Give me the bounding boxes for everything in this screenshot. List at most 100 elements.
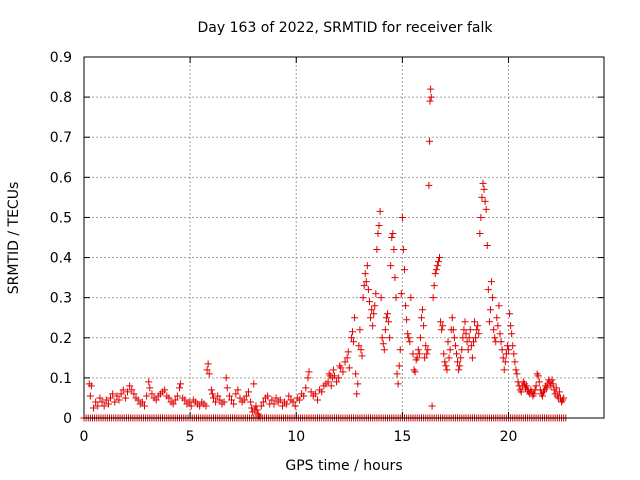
data-point [386,334,394,342]
data-point [202,402,210,410]
data-point [196,402,204,410]
axis-ticks: 0 0.1 0.2 0.3 0.4 0.5 0.6 0.7 0.8 0.9 0 5 10 15 20 [50,50,604,445]
data-point [472,334,480,342]
data-point [216,396,224,404]
data-point [145,378,153,386]
data-point [457,354,465,362]
data-point [329,366,337,374]
data-point [444,338,452,346]
data-point [458,346,466,354]
data-point [392,294,400,302]
x-tick-label: 20 [500,429,518,445]
data-point [421,354,429,362]
x-tick-label: 5 [186,429,195,445]
data-point [94,402,102,410]
data-point [230,400,238,408]
data-point [187,402,195,410]
data-point [100,402,108,410]
data-point [130,390,138,398]
data-point [109,390,117,398]
data-point [560,394,568,402]
data-point [307,388,315,396]
data-point [234,386,242,394]
data-point [140,402,148,410]
data-point [448,314,456,322]
data-point [146,384,154,392]
data-point [115,396,123,404]
data-point [161,386,169,394]
y-tick-label: 0.7 [50,130,72,146]
data-point [512,366,520,374]
data-point [495,302,503,310]
data-point [333,378,341,386]
data-point [426,97,434,105]
data-point [436,254,444,262]
y-tick-label: 0.3 [50,291,72,307]
data-point [87,382,95,390]
data-point [344,348,352,356]
y-tick-label: 0.9 [50,50,72,66]
data-point [356,326,364,334]
data-point [373,246,381,254]
data-point [442,362,450,370]
data-point [203,366,211,374]
data-point [352,370,360,378]
data-point [90,404,98,412]
data-point [534,372,542,380]
data-point [549,380,557,388]
data-point [456,362,464,370]
data-point [459,334,467,342]
data-point [523,382,531,390]
data-point [479,179,487,187]
data-point [351,314,359,322]
data-point [324,378,332,386]
data-point [117,390,125,398]
data-point [381,326,389,334]
data-point [212,398,220,406]
data-point [486,306,494,314]
data-point [471,318,479,326]
data-point [124,388,132,396]
data-point [413,354,421,362]
data-point [176,384,184,392]
data-point [450,334,458,342]
grid [84,57,604,418]
data-point [270,400,278,408]
data-point [494,322,502,330]
data-point [177,380,185,388]
data-point [538,392,546,400]
data-point [504,346,512,354]
data-point [445,354,453,362]
data-point [439,322,447,330]
data-point [502,350,510,358]
data-point [335,374,343,382]
data-point [552,384,560,392]
data-point [313,396,321,404]
data-point [341,358,349,366]
x-tick-label: 15 [393,429,411,445]
data-point [119,386,127,394]
data-point [415,350,423,358]
data-point [343,354,351,362]
y-axis-label: SRMTID / TECUs [6,182,22,295]
data-point [393,370,401,378]
data-point [107,394,115,402]
y-tick-label: 0.1 [50,371,72,387]
data-point [367,314,375,322]
data-point [86,392,94,400]
data-point [431,270,439,278]
data-point [409,350,417,358]
data-point [385,318,393,326]
data-point [466,326,474,334]
y-tick-label: 0.5 [50,210,72,226]
data-point [92,398,100,406]
data-point [406,338,414,346]
data-point [434,258,442,266]
data-point [240,396,248,404]
data-point [451,342,459,350]
data-point [285,392,293,400]
data-point [452,350,460,358]
data-point [433,262,441,270]
data-point [228,396,236,404]
